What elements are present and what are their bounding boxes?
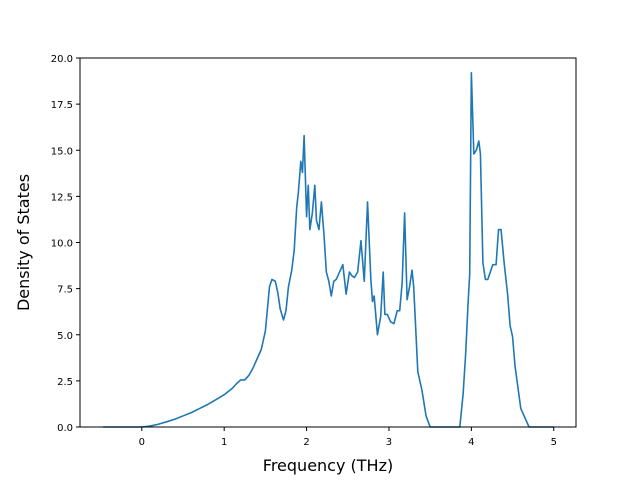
series-line-0 <box>103 71 554 428</box>
y-tick-label: 10.0 <box>51 239 73 250</box>
x-axis-ticks: 0 1 2 3 4 5 <box>139 427 557 448</box>
y-tick-label: 7.5 <box>57 285 73 296</box>
x-tick-label: 4 <box>468 437 474 448</box>
x-tick-label: 2 <box>303 437 309 448</box>
x-axis-label: Frequency (THz) <box>263 456 393 475</box>
y-tick-label: 0.0 <box>57 423 73 434</box>
y-tick-label: 2.5 <box>57 377 73 388</box>
y-tick-label: 12.5 <box>51 192 73 203</box>
x-tick-label: 5 <box>551 437 557 448</box>
x-tick-label: 1 <box>221 437 227 448</box>
x-tick-label: 3 <box>386 437 392 448</box>
y-tick-label: 5.0 <box>57 331 73 342</box>
plot-area <box>103 71 554 428</box>
x-tick-label: 0 <box>139 437 145 448</box>
y-axis-label: Density of States <box>14 174 33 311</box>
y-tick-label: 20.0 <box>51 54 73 65</box>
y-tick-label: 17.5 <box>51 100 73 111</box>
y-tick-label: 15.0 <box>51 146 73 157</box>
y-axis-ticks: 0.0 2.5 5.0 7.5 10.0 12.5 15.0 17.5 20.0 <box>51 54 80 434</box>
